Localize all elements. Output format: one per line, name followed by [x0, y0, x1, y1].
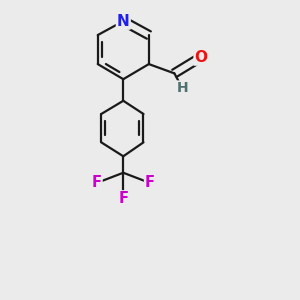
Text: F: F	[92, 176, 102, 190]
Text: F: F	[118, 191, 128, 206]
Text: H: H	[177, 82, 188, 95]
Text: F: F	[145, 176, 155, 190]
Text: N: N	[117, 14, 130, 28]
Text: O: O	[195, 50, 208, 64]
